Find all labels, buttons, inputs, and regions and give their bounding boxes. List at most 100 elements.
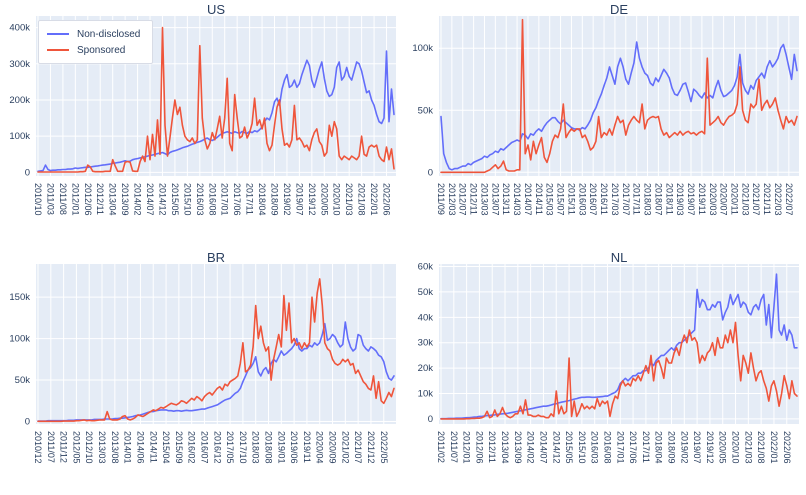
svg-text:60k: 60k	[418, 262, 434, 273]
svg-text:2011/02: 2011/02	[436, 431, 446, 463]
svg-text:2016/07: 2016/07	[199, 431, 209, 464]
svg-text:2014/07: 2014/07	[145, 183, 155, 216]
svg-text:2019/01: 2019/01	[276, 431, 286, 464]
svg-text:2015/03: 2015/03	[545, 183, 555, 216]
svg-text:2013/11: 2013/11	[501, 183, 511, 215]
chart-title-br: BR	[206, 250, 226, 265]
svg-text:2012/10: 2012/10	[84, 431, 94, 464]
nl-plot-svg: 2011/02 2011/07 2012/01 2012/06 2012/11 2013/…	[418, 262, 799, 464]
svg-text:2019/12: 2019/12	[705, 431, 715, 464]
chart-us: US Non-disclosed Sponsored 2010/10 2011/0…	[0, 0, 403, 248]
svg-text:2014/02: 2014/02	[133, 183, 143, 216]
svg-text:2019/12: 2019/12	[307, 183, 317, 216]
svg-text:2010/10: 2010/10	[33, 183, 43, 216]
svg-text:2013/03: 2013/03	[97, 431, 107, 464]
svg-text:100k: 100k	[412, 43, 433, 54]
chart-title-us: US	[206, 2, 226, 17]
svg-text:2017/01: 2017/01	[615, 431, 625, 464]
svg-text:2019/11: 2019/11	[697, 183, 707, 215]
svg-text:2012/06: 2012/06	[474, 431, 484, 464]
svg-text:2021/07: 2021/07	[751, 183, 761, 216]
svg-text:2018/08: 2018/08	[264, 431, 274, 464]
svg-text:2018/07: 2018/07	[653, 183, 663, 216]
svg-text:2017/11: 2017/11	[632, 183, 642, 215]
svg-text:2018/03: 2018/03	[251, 431, 261, 464]
svg-text:2015/04: 2015/04	[161, 431, 171, 464]
chart-title-de: DE	[609, 2, 629, 17]
svg-text:2013/08: 2013/08	[110, 431, 120, 464]
svg-text:100k: 100k	[9, 131, 30, 142]
svg-text:2016/03: 2016/03	[195, 183, 205, 216]
svg-text:2011/08: 2011/08	[58, 183, 68, 215]
legend-label-sponsored: Sponsored	[77, 44, 126, 56]
svg-text:2017/06: 2017/06	[628, 431, 638, 464]
svg-text:2017/06: 2017/06	[232, 183, 242, 216]
svg-text:2020/11: 2020/11	[729, 183, 739, 215]
svg-text:2015/10: 2015/10	[577, 431, 587, 464]
svg-text:2022/07: 2022/07	[784, 183, 794, 216]
svg-text:2016/12: 2016/12	[212, 431, 222, 464]
svg-text:2011/12: 2011/12	[59, 431, 69, 463]
svg-text:2010/12: 2010/12	[33, 431, 43, 464]
svg-text:2016/03: 2016/03	[590, 431, 600, 464]
svg-text:2013/04: 2013/04	[500, 431, 510, 464]
svg-text:2017/05: 2017/05	[225, 431, 235, 464]
chart-nl: NL 2011/02 2011/07 2012/01 2012/06 2012/11 20…	[403, 248, 806, 495]
svg-text:2022/06: 2022/06	[782, 431, 792, 464]
svg-text:2021/12: 2021/12	[366, 431, 376, 464]
svg-text:2019/02: 2019/02	[679, 431, 689, 464]
svg-text:2021/03: 2021/03	[743, 431, 753, 464]
svg-text:2020/05: 2020/05	[319, 183, 329, 216]
svg-text:400k: 400k	[9, 23, 30, 34]
svg-text:2011/07: 2011/07	[449, 431, 459, 463]
legend-entry-sponsored: Sponsored	[47, 42, 140, 58]
svg-text:2014/11: 2014/11	[534, 183, 544, 215]
svg-text:2021/07: 2021/07	[353, 431, 363, 464]
svg-text:2019/03: 2019/03	[675, 183, 685, 216]
svg-text:2011/09: 2011/09	[436, 183, 446, 215]
svg-text:2018/11: 2018/11	[664, 183, 674, 215]
svg-text:2014/12: 2014/12	[551, 431, 561, 464]
svg-text:2022/01: 2022/01	[769, 431, 779, 464]
svg-text:2017/11: 2017/11	[641, 431, 651, 463]
chart-de: DE 2011/09 2012/03 2012/07 2012/11 2013/03 20…	[403, 0, 806, 248]
svg-text:100k: 100k	[9, 334, 30, 345]
svg-text:2016/08: 2016/08	[602, 431, 612, 464]
svg-text:2019/11: 2019/11	[302, 431, 312, 463]
svg-text:2021/08: 2021/08	[357, 183, 367, 216]
svg-text:50k: 50k	[418, 105, 434, 116]
svg-text:2013/03: 2013/03	[479, 183, 489, 216]
chart-br: BR 2010/12 2011/07 2011/12 2012/05 2012/10 20…	[0, 248, 403, 495]
svg-text:2013/04: 2013/04	[108, 183, 118, 216]
svg-text:2012/07: 2012/07	[458, 183, 468, 216]
svg-text:150k: 150k	[9, 292, 30, 303]
svg-text:2012/11: 2012/11	[487, 431, 497, 463]
svg-text:2021/02: 2021/02	[340, 431, 350, 464]
svg-text:2017/03: 2017/03	[610, 183, 620, 216]
svg-text:2020/07: 2020/07	[719, 183, 729, 216]
legend: Non-disclosed Sponsored	[38, 20, 154, 64]
svg-text:2021/11: 2021/11	[762, 183, 772, 215]
svg-text:2017/11: 2017/11	[245, 183, 255, 215]
svg-text:200k: 200k	[9, 95, 30, 106]
svg-text:2022/05: 2022/05	[379, 431, 389, 464]
svg-text:2014/11: 2014/11	[148, 431, 158, 463]
svg-text:0: 0	[428, 167, 433, 178]
chart-title-nl: NL	[610, 250, 628, 265]
svg-text:0: 0	[428, 414, 433, 425]
svg-text:2018/03: 2018/03	[643, 183, 653, 216]
legend-entry-non-disclosed: Non-disclosed	[47, 26, 140, 42]
svg-text:2018/04: 2018/04	[257, 183, 267, 216]
svg-text:2012/11: 2012/11	[95, 183, 105, 215]
svg-text:2017/07: 2017/07	[621, 183, 631, 216]
svg-text:2013/09: 2013/09	[513, 431, 523, 464]
svg-text:2019/07: 2019/07	[692, 431, 702, 464]
svg-text:2020/10: 2020/10	[731, 431, 741, 464]
svg-text:30k: 30k	[418, 338, 434, 349]
svg-text:2018/04: 2018/04	[654, 431, 664, 464]
svg-text:2012/06: 2012/06	[83, 183, 93, 216]
legend-line-non-disclosed-icon	[47, 33, 69, 35]
de-plot-svg: 2011/09 2012/03 2012/07 2012/11 2013/03 2013/…	[412, 16, 799, 216]
legend-label-non-disclosed: Non-disclosed	[77, 28, 141, 40]
